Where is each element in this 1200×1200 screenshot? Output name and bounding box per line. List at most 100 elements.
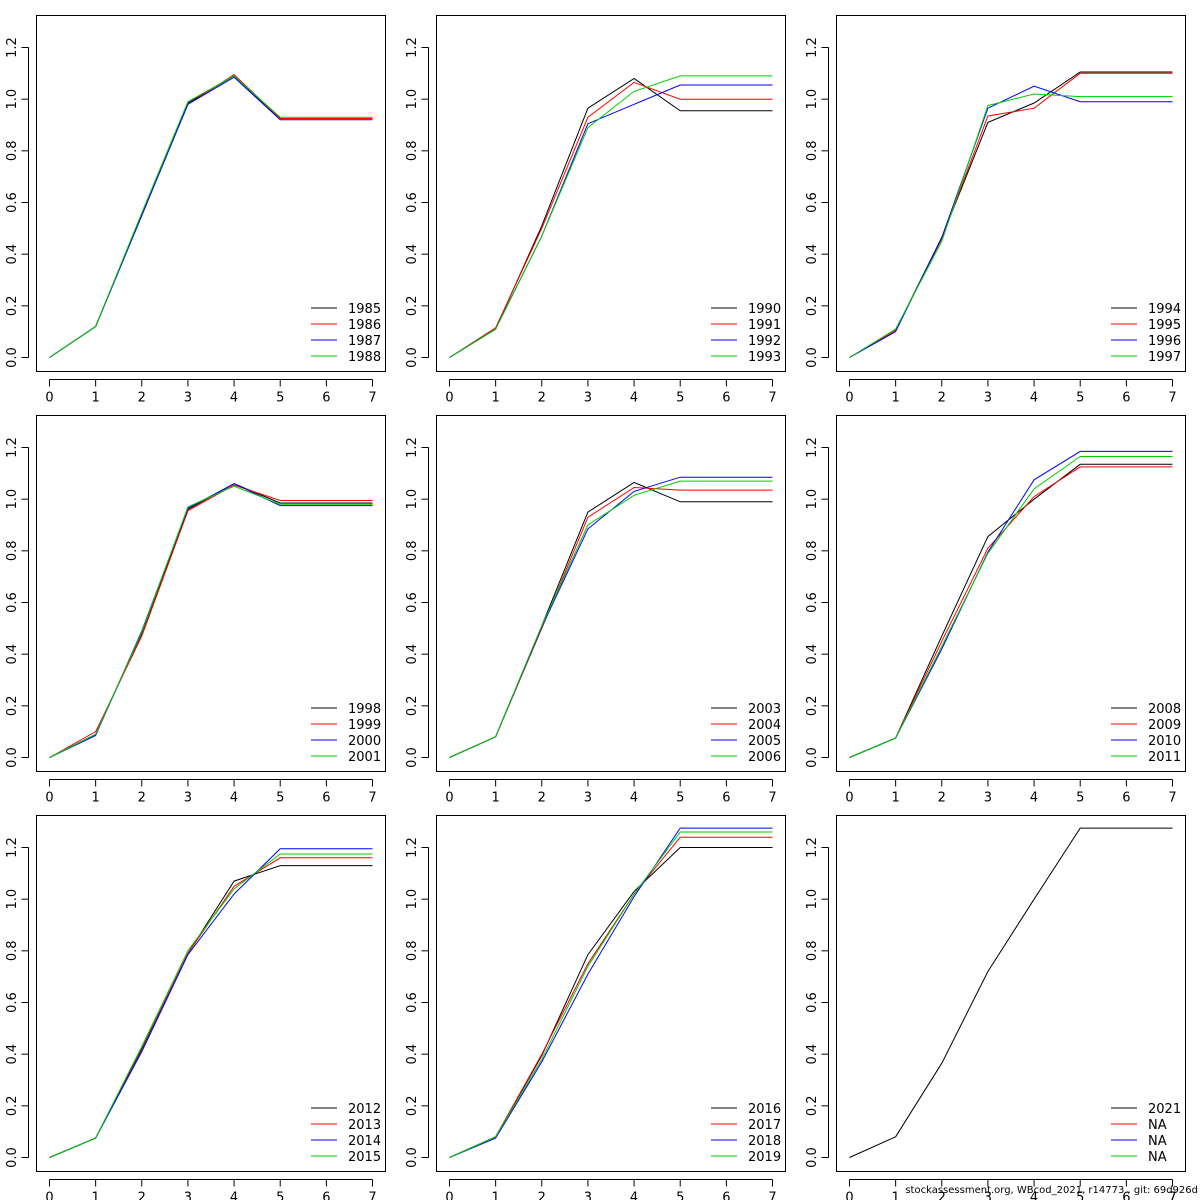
legend-label: 1993 [748,350,781,365]
x-tick-label: 7 [368,791,376,806]
x-tick-label: 5 [1076,791,1084,806]
x-tick-label: 6 [322,791,330,806]
x-tick-label: 6 [722,1191,730,1200]
plot-box [36,15,386,372]
y-axis: 0.0 0.2 0.4 0.6 0.8 1.0 1.2 [405,37,429,368]
y-tick-label: 1.2 [805,437,820,458]
legend-label: 2005 [748,734,781,749]
plot-box [836,15,1186,372]
x-tick-label: 7 [768,791,776,806]
x-tick-label: 2 [538,1191,546,1200]
series-line-1 [449,481,773,758]
x-tick-label: 7 [1168,391,1176,406]
legend-label: 1985 [348,302,381,317]
y-tick-label: 0.2 [5,695,20,716]
y-tick-label: 0.6 [5,992,20,1013]
legend-label: NA [1148,1118,1167,1133]
x-tick-label: 2 [938,791,946,806]
series-line-3 [49,848,373,1158]
panel-4: 0 1 2 3 4 5 6 70.00.20.40.60.81.01.219981999200… [5,415,386,806]
x-axis: 0 1 2 3 4 5 6 7 [845,1179,1177,1200]
legend-label: 1994 [1148,302,1181,317]
panel-5: 0 1 2 3 4 5 6 70.00.20.40.60.81.01.220032004200… [405,415,786,806]
y-tick-label: 1.2 [405,837,420,858]
panel-1: 0 1 2 3 4 5 6 70.00.20.40.60.81.01.219851986198… [5,15,386,406]
x-tick-label: 6 [1122,1191,1130,1200]
x-tick-label: 0 [845,391,853,406]
legend-label: 2010 [1148,734,1181,749]
y-axis: 0.0 0.2 0.4 0.6 0.8 1.0 1.2 [805,437,829,768]
x-tick-label: 6 [322,391,330,406]
x-tick-label: 7 [768,391,776,406]
x-tick-label: 3 [184,391,192,406]
y-tick-label: 0.0 [805,347,820,368]
y-axis: 0.0 0.2 0.4 0.6 0.8 1.0 1.2 [5,37,29,368]
x-tick-label: 3 [184,1191,192,1200]
series-line-3 [449,476,773,758]
y-tick-label: 0.8 [405,140,420,161]
x-tick-label: 4 [1030,1191,1038,1200]
series-line-4 [49,75,373,358]
legend-label: 1990 [748,302,781,317]
y-tick-label: 1.2 [405,37,420,58]
x-tick-label: 3 [184,791,192,806]
x-tick-label: 2 [938,1191,946,1200]
series-line-1 [49,865,373,1158]
x-tick-label: 5 [676,1191,684,1200]
panel-6: 0 1 2 3 4 5 6 70.00.20.40.60.81.01.220082009201… [805,415,1186,806]
series-line-4 [449,75,773,358]
legend-label: 2006 [748,750,781,765]
x-tick-label: 0 [45,1191,53,1200]
y-tick-label: 0.8 [805,140,820,161]
x-tick-label: 3 [984,1191,992,1200]
y-tick-label: 0.0 [5,1147,20,1168]
series-line-2 [849,466,1173,758]
y-tick-label: 0.0 [5,347,20,368]
x-tick-label: 0 [845,1191,853,1200]
y-tick-label: 1.0 [5,489,20,510]
x-tick-label: 5 [1076,1191,1084,1200]
y-tick-label: 1.2 [5,437,20,458]
x-tick-label: 4 [1030,391,1038,406]
series-line-1 [849,463,1173,758]
footer-text: stockassessment.org, WBcod_2021, r14773 … [905,1185,1198,1196]
series-line-1 [849,827,1173,1158]
legend-label: 2019 [748,1150,781,1165]
x-tick-label: 4 [230,791,238,806]
x-axis: 0 1 2 3 4 5 6 7 [45,779,377,806]
x-tick-label: 6 [322,1191,330,1200]
y-tick-label: 0.2 [805,695,820,716]
legend-label: 2018 [748,1134,781,1149]
legend-label: 1991 [748,318,781,333]
y-tick-label: 1.2 [405,437,420,458]
series-line-1 [449,847,773,1158]
x-tick-label: 1 [892,391,900,406]
y-tick-label: 0.2 [405,695,420,716]
y-tick-label: 0.0 [805,1147,820,1168]
series-line-4 [449,480,773,758]
x-tick-label: 1 [492,791,500,806]
x-tick-label: 1 [492,391,500,406]
series-line-3 [849,85,1173,358]
series-line-4 [849,456,1173,758]
legend-label: 1999 [348,718,381,733]
y-tick-label: 0.8 [805,940,820,961]
plot-box [436,15,786,372]
x-tick-label: 7 [1168,791,1176,806]
legend-label: 2004 [748,718,781,733]
x-tick-label: 2 [938,391,946,406]
legend-label: 2009 [1148,718,1181,733]
series-line-1 [449,77,773,358]
series-line-2 [49,857,373,1158]
legend-label: 1992 [748,334,781,349]
y-tick-label: 0.4 [805,244,820,265]
y-tick-label: 1.2 [5,837,20,858]
panel-2: 0 1 2 3 4 5 6 70.00.20.40.60.81.01.219901991199… [405,15,786,406]
x-tick-label: 3 [984,391,992,406]
x-tick-label: 3 [584,391,592,406]
x-tick-label: 3 [984,791,992,806]
series-line-3 [49,76,373,358]
plot-box [36,415,386,772]
y-tick-label: 0.4 [5,244,20,265]
